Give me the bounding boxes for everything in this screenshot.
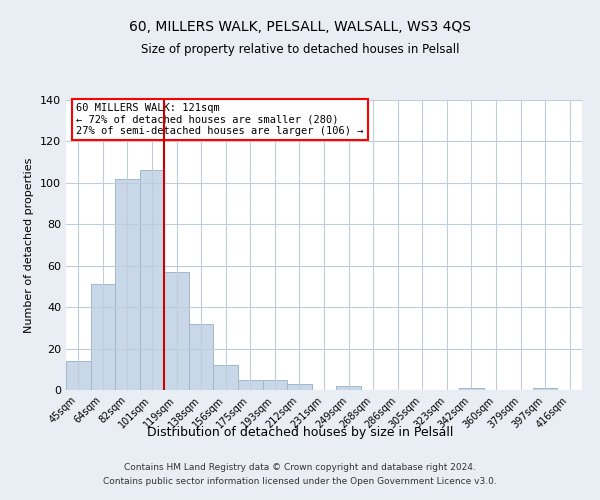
Bar [91, 284, 115, 390]
Bar [287, 384, 312, 390]
Text: Contains public sector information licensed under the Open Government Licence v3: Contains public sector information licen… [103, 477, 497, 486]
Bar [459, 388, 484, 390]
Text: Distribution of detached houses by size in Pelsall: Distribution of detached houses by size … [147, 426, 453, 439]
Bar [140, 170, 164, 390]
Bar [336, 386, 361, 390]
Bar [66, 361, 91, 390]
Text: 60, MILLERS WALK, PELSALL, WALSALL, WS3 4QS: 60, MILLERS WALK, PELSALL, WALSALL, WS3 … [129, 20, 471, 34]
Y-axis label: Number of detached properties: Number of detached properties [25, 158, 34, 332]
Text: 60 MILLERS WALK: 121sqm
← 72% of detached houses are smaller (280)
27% of semi-d: 60 MILLERS WALK: 121sqm ← 72% of detache… [76, 103, 364, 136]
Bar [164, 272, 189, 390]
Bar [214, 365, 238, 390]
Bar [115, 178, 140, 390]
Text: Size of property relative to detached houses in Pelsall: Size of property relative to detached ho… [141, 42, 459, 56]
Bar [238, 380, 263, 390]
Bar [189, 324, 214, 390]
Bar [533, 388, 557, 390]
Text: Contains HM Land Registry data © Crown copyright and database right 2024.: Contains HM Land Registry data © Crown c… [124, 464, 476, 472]
Bar [263, 380, 287, 390]
